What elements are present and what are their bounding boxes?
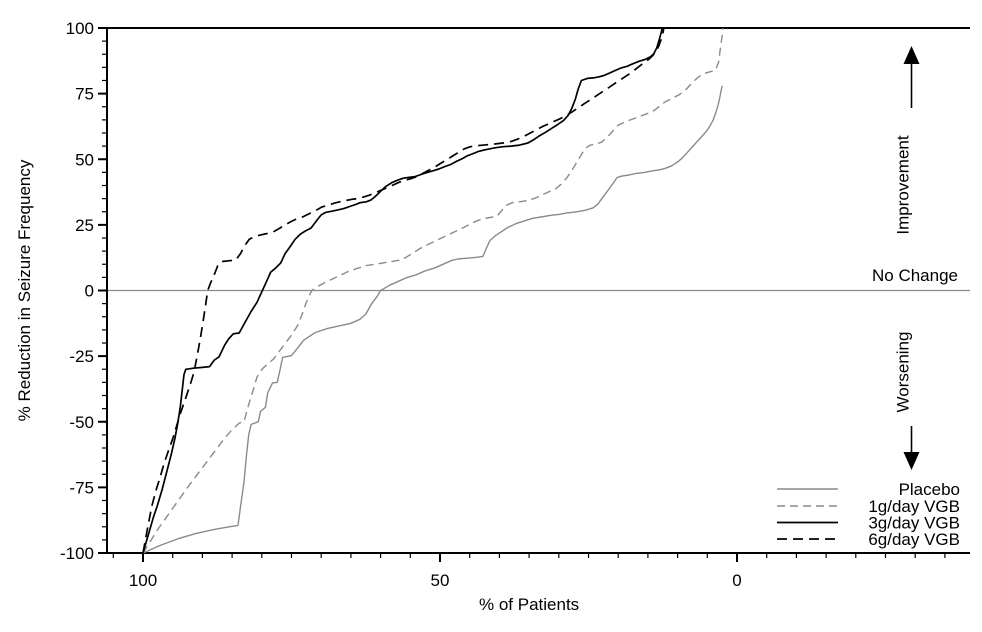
legend-item-vgb6: 6g/day VGB — [777, 530, 960, 549]
annotations: Improvement No Change Worsening — [872, 46, 958, 470]
y-tick-label-75: 75 — [75, 85, 94, 104]
x-tick-label-100: 100 — [129, 571, 157, 590]
y-tick-label-50: 50 — [75, 150, 94, 169]
worsening-label: Worsening — [894, 332, 913, 413]
series-line-vgb1 — [142, 27, 724, 554]
no-change-label: No Change — [872, 266, 958, 285]
y-tick-label-0: 0 — [85, 282, 94, 301]
x-axis-title: % of Patients — [479, 595, 579, 614]
x-ticks: 100 50 0 — [112, 553, 946, 590]
y-tick-label-25: 25 — [75, 216, 94, 235]
x-tick-label-0: 0 — [732, 571, 741, 590]
legend-item-vgb3: 3g/day VGB — [777, 514, 960, 533]
legend-label-vgb1: 1g/day VGB — [868, 497, 960, 516]
series-line-vgb6 — [142, 27, 665, 554]
y-tick-label--50: -50 — [69, 413, 94, 432]
legend-label-placebo: Placebo — [899, 480, 960, 499]
legend-item-vgb1: 1g/day VGB — [777, 497, 960, 516]
x-tick-label-50: 50 — [431, 571, 450, 590]
improvement-label: Improvement — [894, 135, 913, 234]
down-arrow-head-icon — [903, 452, 920, 470]
y-tick-label--75: -75 — [69, 478, 94, 497]
y-tick-label-100: 100 — [66, 19, 94, 38]
up-arrow-head-icon — [903, 46, 920, 64]
y-axis-title: % Reduction in Seizure Frequency — [15, 159, 34, 421]
legend-item-placebo: Placebo — [777, 480, 960, 499]
legend-label-vgb3: 3g/day VGB — [868, 514, 960, 533]
series-line-placebo — [142, 85, 723, 554]
legend-label-vgb6: 6g/day VGB — [868, 530, 960, 549]
series-line-vgb3 — [142, 27, 664, 554]
y-ticks: 100 75 50 25 0 -25 -50 -75 -100 — [60, 19, 107, 563]
y-tick-label--25: -25 — [69, 347, 94, 366]
y-tick-label--100: -100 — [60, 544, 94, 563]
